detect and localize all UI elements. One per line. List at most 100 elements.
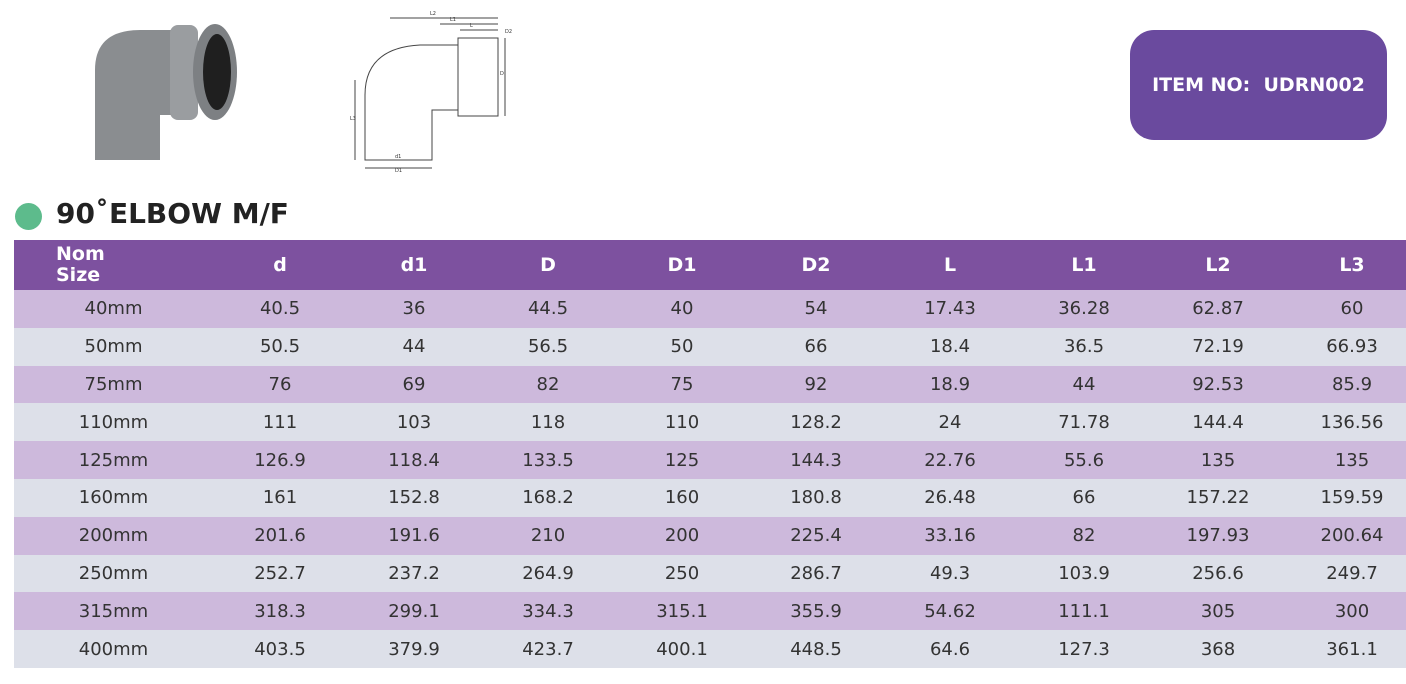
value-cell: 111.1 [1017, 592, 1151, 631]
value-cell: 315.1 [615, 592, 749, 631]
value-cell: 128.2 [749, 403, 883, 442]
value-cell: 448.5 [749, 630, 883, 668]
table-row: 315mm 318.3 299.1 334.3 315.1 355.9 54.62 111.1… [14, 592, 1406, 631]
value-cell: 379.9 [347, 630, 481, 668]
value-cell: 355.9 [749, 592, 883, 631]
value-cell: 318.3 [213, 592, 347, 631]
header-row: Nom Size d d1 D D1 D2 L L1 L2 L3 [14, 240, 1406, 290]
value-cell: 160 [615, 478, 749, 517]
value-cell: 252.7 [213, 554, 347, 593]
value-cell: 33.16 [883, 516, 1017, 555]
drawing-label: D1 [395, 168, 402, 174]
value-cell: 200 [615, 516, 749, 555]
value-cell: 50.5 [213, 327, 347, 366]
value-cell: 36 [347, 290, 481, 328]
value-cell: 72.19 [1151, 327, 1285, 366]
value-cell: 44.5 [481, 290, 615, 328]
table-row: 250mm 252.7 237.2 264.9 250 286.7 49.3 103.9 256… [14, 554, 1406, 593]
size-cell: 50mm [14, 327, 213, 366]
value-cell: 111 [213, 403, 347, 442]
value-cell: 44 [1017, 365, 1151, 404]
value-cell: 423.7 [481, 630, 615, 668]
value-cell: 66 [1017, 478, 1151, 517]
elbow-body [95, 30, 185, 160]
drawing-label: L3 [350, 116, 356, 122]
socket-opening [203, 34, 231, 110]
value-cell: 92 [749, 365, 883, 404]
value-cell: 17.43 [883, 290, 1017, 328]
column-header: d1 [347, 240, 481, 290]
value-cell: 110 [615, 403, 749, 442]
value-cell: 159.59 [1285, 478, 1406, 517]
value-cell: 44 [347, 327, 481, 366]
value-cell: 197.93 [1151, 516, 1285, 555]
table-body: 40mm 40.5 36 44.5 40 54 17.43 36.28 62.87 60 50mm 5… [14, 290, 1406, 668]
value-cell: 168.2 [481, 478, 615, 517]
column-header: D2 [749, 240, 883, 290]
value-cell: 64.6 [883, 630, 1017, 668]
value-cell: 66.93 [1285, 327, 1406, 366]
value-cell: 152.8 [347, 478, 481, 517]
size-cell: 400mm [14, 630, 213, 668]
column-header: L1 [1017, 240, 1151, 290]
table-row: 160mm 161 152.8 168.2 160 180.8 26.48 66 157.22 1… [14, 478, 1406, 517]
value-cell: 49.3 [883, 554, 1017, 593]
title-bullet [15, 203, 42, 230]
value-cell: 55.6 [1017, 441, 1151, 479]
table-row: 110mm 111 103 118 110 128.2 24 71.78 144.4 136.56 [14, 403, 1406, 442]
product-photo [95, 24, 237, 160]
value-cell: 305 [1151, 592, 1285, 631]
value-cell: 210 [481, 516, 615, 555]
value-cell: 286.7 [749, 554, 883, 593]
value-cell: 201.6 [213, 516, 347, 555]
value-cell: 126.9 [213, 441, 347, 479]
column-header: D1 [615, 240, 749, 290]
value-cell: 18.4 [883, 327, 1017, 366]
value-cell: 135 [1285, 441, 1406, 479]
value-cell: 71.78 [1017, 403, 1151, 442]
value-cell: 76 [213, 365, 347, 404]
value-cell: 66 [749, 327, 883, 366]
value-cell: 54.62 [883, 592, 1017, 631]
value-cell: 75 [615, 365, 749, 404]
column-header: Nom Size [14, 240, 213, 290]
table-row: 200mm 201.6 191.6 210 200 225.4 33.16 82 197.93 2… [14, 516, 1406, 555]
drawing-outline [364, 44, 459, 161]
value-cell: 249.7 [1285, 554, 1406, 593]
value-cell: 60 [1285, 290, 1406, 328]
table-row: 75mm 76 69 82 75 92 18.9 44 92.53 85.9 [14, 365, 1406, 404]
column-header: D [481, 240, 615, 290]
technical-drawing [354, 17, 506, 169]
value-cell: 82 [1017, 516, 1151, 555]
value-cell: 82 [481, 365, 615, 404]
size-cell: 110mm [14, 403, 213, 442]
column-header: L2 [1151, 240, 1285, 290]
value-cell: 157.22 [1151, 478, 1285, 517]
drawing-labels: L2 L1 L D2 D L3 d1 D1 [350, 11, 512, 174]
value-cell: 368 [1151, 630, 1285, 668]
size-cell: 315mm [14, 592, 213, 631]
size-cell: 40mm [14, 290, 213, 328]
value-cell: 103.9 [1017, 554, 1151, 593]
drawing-socket [457, 37, 499, 117]
drawing-label: L [470, 23, 473, 29]
value-cell: 237.2 [347, 554, 481, 593]
value-cell: 50 [615, 327, 749, 366]
size-cell: 200mm [14, 516, 213, 555]
value-cell: 40 [615, 290, 749, 328]
value-cell: 180.8 [749, 478, 883, 517]
value-cell: 300 [1285, 592, 1406, 631]
value-cell: 54 [749, 290, 883, 328]
column-header: d [213, 240, 347, 290]
value-cell: 36.5 [1017, 327, 1151, 366]
value-cell: 56.5 [481, 327, 615, 366]
table-row: 125mm 126.9 118.4 133.5 125 144.3 22.76 55.6 135… [14, 441, 1406, 479]
value-cell: 361.1 [1285, 630, 1406, 668]
table-row: 400mm 403.5 379.9 423.7 400.1 448.5 64.6 127.3 3… [14, 630, 1406, 668]
size-cell: 160mm [14, 478, 213, 517]
size-cell: 250mm [14, 554, 213, 593]
value-cell: 125 [615, 441, 749, 479]
value-cell: 127.3 [1017, 630, 1151, 668]
value-cell: 144.4 [1151, 403, 1285, 442]
